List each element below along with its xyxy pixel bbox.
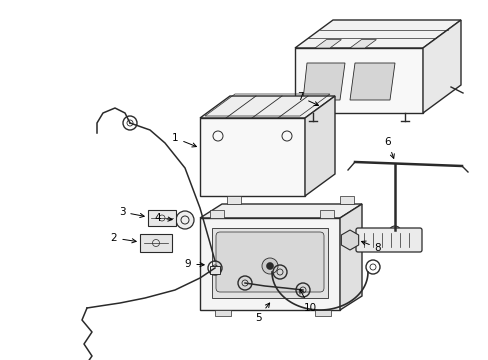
Polygon shape bbox=[422, 20, 460, 113]
Bar bbox=[226, 196, 241, 204]
Polygon shape bbox=[294, 20, 460, 48]
Circle shape bbox=[176, 211, 194, 229]
Bar bbox=[339, 196, 353, 204]
Polygon shape bbox=[305, 96, 334, 196]
Polygon shape bbox=[200, 96, 334, 118]
Polygon shape bbox=[314, 40, 341, 48]
Bar bbox=[212, 228, 327, 298]
FancyBboxPatch shape bbox=[355, 228, 421, 252]
Polygon shape bbox=[200, 218, 339, 310]
FancyBboxPatch shape bbox=[148, 210, 176, 226]
Text: 1: 1 bbox=[171, 133, 196, 147]
FancyBboxPatch shape bbox=[216, 232, 324, 292]
Bar bbox=[215, 310, 230, 316]
Circle shape bbox=[388, 226, 400, 238]
FancyBboxPatch shape bbox=[140, 234, 172, 252]
Text: 9: 9 bbox=[184, 259, 203, 269]
Text: 4: 4 bbox=[154, 213, 172, 223]
Circle shape bbox=[262, 258, 278, 274]
Polygon shape bbox=[349, 40, 376, 48]
Text: 3: 3 bbox=[119, 207, 144, 217]
Text: 5: 5 bbox=[254, 303, 269, 323]
Polygon shape bbox=[294, 48, 422, 113]
Text: 2: 2 bbox=[110, 233, 136, 243]
Bar bbox=[209, 210, 224, 218]
Text: 8: 8 bbox=[361, 241, 381, 253]
Text: 10: 10 bbox=[299, 289, 316, 313]
Polygon shape bbox=[200, 204, 361, 218]
Bar bbox=[319, 210, 333, 218]
Bar bbox=[314, 310, 330, 316]
Polygon shape bbox=[349, 63, 394, 100]
Polygon shape bbox=[339, 204, 361, 310]
Text: 6: 6 bbox=[384, 137, 393, 158]
Bar bbox=[209, 266, 220, 274]
Text: 7: 7 bbox=[296, 92, 318, 105]
Polygon shape bbox=[200, 118, 305, 196]
Circle shape bbox=[266, 262, 273, 270]
Polygon shape bbox=[303, 63, 345, 100]
